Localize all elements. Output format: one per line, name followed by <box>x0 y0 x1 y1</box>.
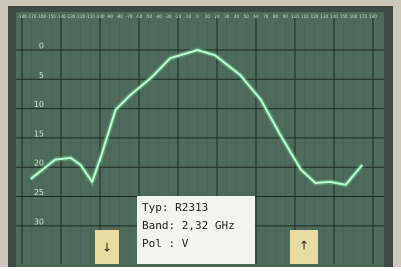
x-tick-label: 110 <box>301 14 309 19</box>
x-tick-label: 160 <box>350 14 358 19</box>
x-tick-label: -50 <box>145 14 152 19</box>
y-tick-label: 30 <box>34 217 44 226</box>
x-tick-label: 20 <box>214 14 220 19</box>
x-tick-label: 90 <box>283 14 289 19</box>
x-tick-label: -110 <box>86 14 96 19</box>
marker: ↓ <box>102 241 112 255</box>
x-tick-label: -70 <box>126 14 133 19</box>
x-tick-label: 50 <box>244 14 250 19</box>
y-tick-label: 5 <box>39 71 44 80</box>
x-tick-label: 80 <box>273 14 279 19</box>
x-tick-label: -120 <box>76 14 86 19</box>
chart: -180-170-160-150-140-130-120-110-100-90-… <box>0 0 401 267</box>
x-tick-label: 40 <box>234 14 240 19</box>
note-text: Typ: R2313 <box>142 201 208 214</box>
x-tick-label: -60 <box>136 14 143 19</box>
x-tick-label: -40 <box>155 14 162 19</box>
x-tick-label: -80 <box>116 14 123 19</box>
x-tick-label: 100 <box>291 14 299 19</box>
x-tick-label: 180 <box>369 14 377 19</box>
x-tick-label: -30 <box>165 14 172 19</box>
x-tick-label: -150 <box>47 14 57 19</box>
x-tick-label: 140 <box>330 14 338 19</box>
marker: ↑ <box>299 239 309 253</box>
note-text: Band: 2,32 GHz <box>142 219 235 232</box>
x-tick-label: -90 <box>106 14 113 19</box>
x-tick-label: 70 <box>263 14 269 19</box>
x-tick-label: 10 <box>205 14 211 19</box>
x-tick-label: 130 <box>320 14 328 19</box>
x-tick-label: -10 <box>184 14 191 19</box>
x-tick-label: 0 <box>196 14 199 19</box>
x-tick-label: -130 <box>66 14 76 19</box>
y-tick-label: 20 <box>34 159 44 168</box>
x-tick-label: 150 <box>340 14 348 19</box>
note-text: Pol : V <box>142 237 189 250</box>
x-tick-label: 120 <box>311 14 319 19</box>
x-tick-label: -140 <box>56 14 66 19</box>
x-tick-label: -100 <box>95 14 105 19</box>
x-tick-label: 170 <box>359 14 367 19</box>
y-tick-label: 25 <box>34 188 44 197</box>
x-tick-label: -20 <box>175 14 182 19</box>
x-tick-label: -180 <box>17 14 27 19</box>
y-tick-label: 10 <box>34 100 44 109</box>
y-tick-label: 15 <box>34 129 44 138</box>
x-tick-label: 60 <box>253 14 259 19</box>
x-tick-label: -170 <box>27 14 37 19</box>
x-tick-label: -160 <box>37 14 47 19</box>
x-tick-label: 30 <box>224 14 230 19</box>
y-tick-label: 0 <box>39 42 44 51</box>
